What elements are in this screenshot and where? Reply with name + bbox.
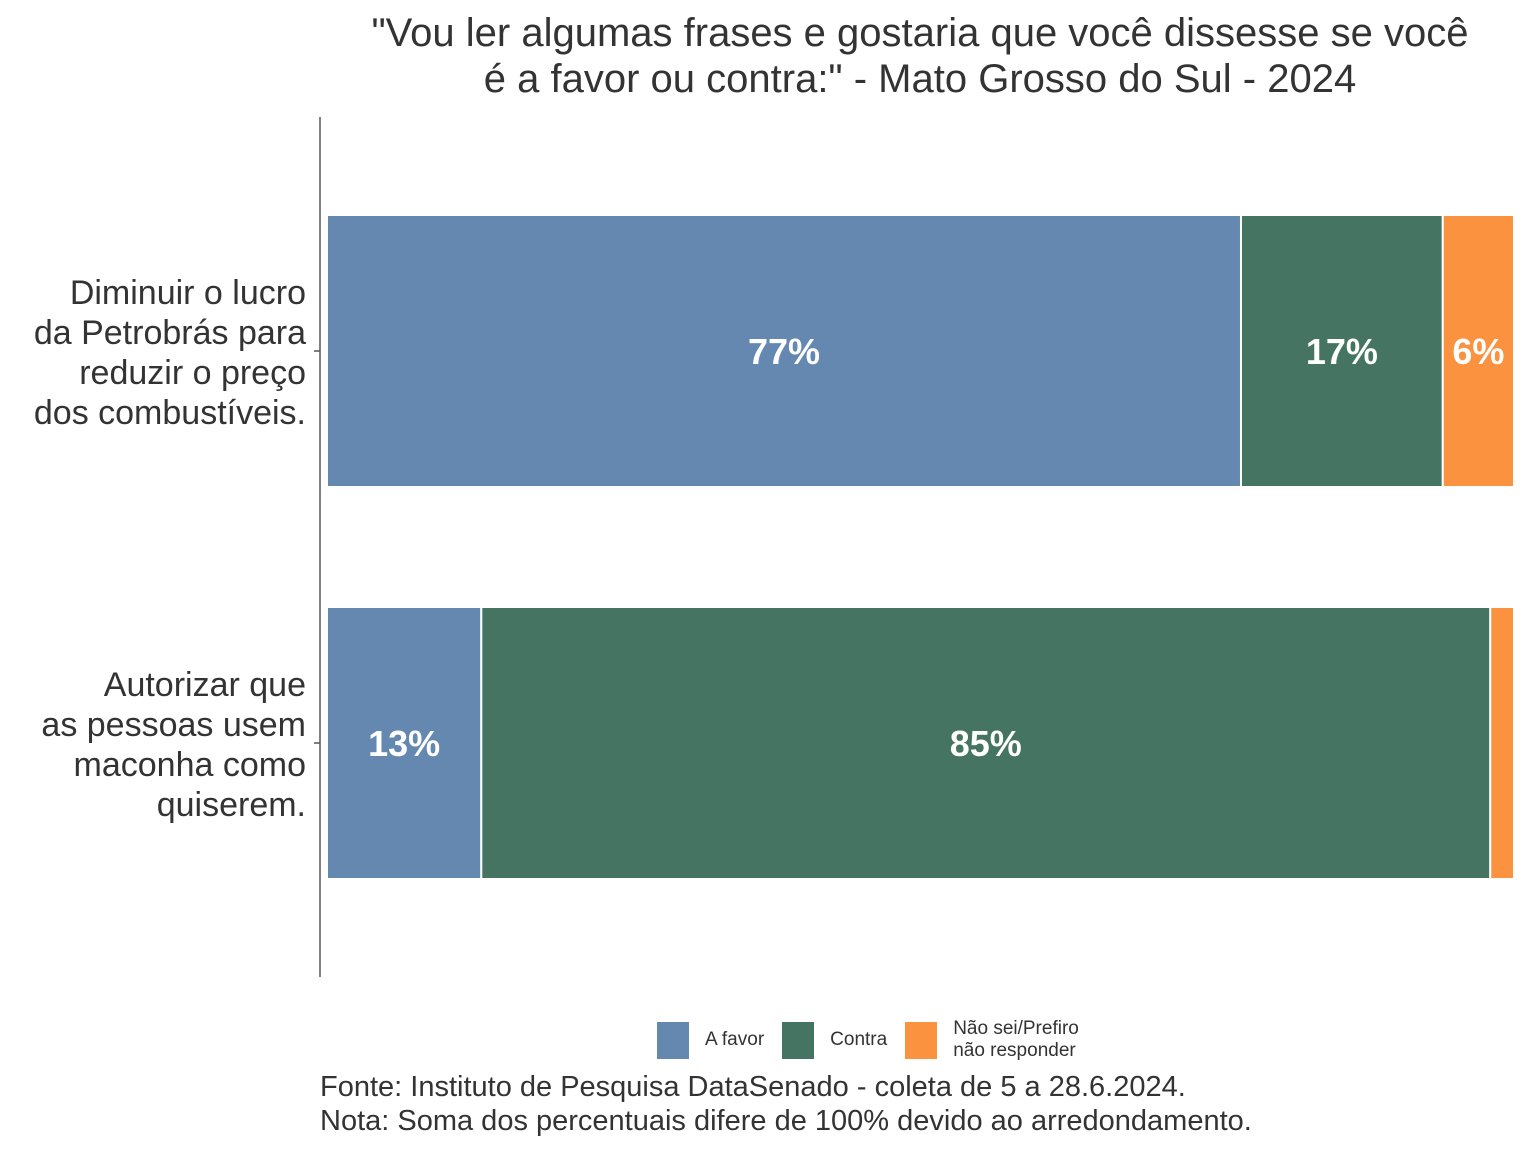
y-axis-label-line: quiserem. — [156, 786, 306, 824]
y-axis-label-line: da Petrobrás para — [33, 314, 306, 352]
chart-title-line-2: é a favor ou contra:" - Mato Grosso do S… — [483, 57, 1357, 101]
bar-segment — [1239, 214, 1444, 488]
bar-segment — [480, 606, 1492, 880]
rounding-note: Nota: Soma dos percentuais difere de 100… — [320, 1105, 1252, 1137]
legend-label: Não sei/Prefiro não responder — [953, 1018, 1079, 1062]
legend-label-line: Contra — [830, 1029, 888, 1050]
y-axis-label-line: as pessoas usem — [41, 706, 306, 744]
bar-segment — [326, 214, 1242, 488]
data-label: 13% — [368, 723, 440, 764]
y-axis-label-line: Diminuir o lucro — [69, 274, 306, 312]
legend-swatch — [782, 1021, 815, 1059]
bar-segment — [1489, 606, 1516, 880]
data-label: 17% — [1306, 331, 1378, 372]
legend-label: A favor — [705, 1029, 764, 1051]
y-axis-label-line: reduzir o preço — [79, 354, 306, 392]
y-axis-label: Autorizar que as pessoas usem maconha como… — [41, 665, 306, 825]
caption: Fonte: Instituto de Pesquisa DataSenado … — [320, 1070, 1252, 1138]
legend-label-line: A favor — [705, 1029, 765, 1050]
chart-title-line-1: "Vou ler algumas frases e gostaria que v… — [371, 11, 1469, 55]
legend-item: Não sei/Prefiro não responder — [905, 1018, 1079, 1062]
legend-label-line: Não sei/Prefiro — [953, 1018, 1079, 1039]
data-label: 6% — [1452, 331, 1504, 372]
y-axis-label-line: maconha como — [73, 746, 306, 784]
data-label: 77% — [748, 331, 820, 372]
bar-segment — [326, 606, 483, 880]
legend-label: Contra — [830, 1029, 887, 1051]
legend-item: A favor — [657, 1021, 764, 1059]
source-note: Fonte: Instituto de Pesquisa DataSenado … — [320, 1071, 1186, 1103]
chart-title: "Vou ler algumas frases e gostaria que v… — [320, 10, 1520, 102]
y-axis-label: Diminuir o lucro da Petrobrás para reduzir… — [34, 273, 306, 433]
bar-segment — [1441, 214, 1516, 488]
y-axis-label-line: dos combustíveis. — [33, 394, 306, 432]
legend-item: Contra — [782, 1021, 887, 1059]
bar-chart: 77% 17% 6% 13% 85% — [314, 117, 1516, 977]
legend: A favor Contra Não sei/Prefiro não responde… — [657, 1018, 1097, 1062]
y-axis-label-line: Autorizar que — [103, 666, 306, 704]
legend-swatch — [905, 1021, 938, 1059]
legend-label-line: não responder — [953, 1040, 1076, 1061]
legend-swatch — [657, 1021, 689, 1059]
data-label: 85% — [950, 723, 1022, 764]
